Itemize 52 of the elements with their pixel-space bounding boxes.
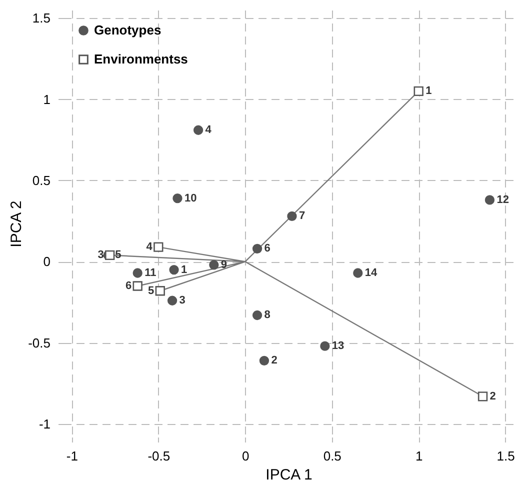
- x-tick-label: 1.5: [496, 448, 515, 464]
- annotation: 4: [205, 124, 212, 136]
- point: [414, 86, 424, 96]
- point: [155, 286, 165, 296]
- annotation: 14: [364, 267, 378, 280]
- y-tick-label: 0.5: [32, 172, 50, 188]
- point: [154, 242, 164, 252]
- annotation: 1: [426, 85, 432, 98]
- legend-label: Environmentss: [94, 52, 188, 66]
- point: [252, 310, 262, 320]
- annotation: 5: [148, 284, 154, 297]
- x-tick-label: 1: [415, 448, 423, 464]
- point: [478, 392, 488, 402]
- annotation: 8: [264, 309, 270, 322]
- y-axis-title: IPCA 2: [8, 200, 26, 248]
- point: [209, 260, 219, 270]
- y-tick-label: -1: [38, 416, 50, 432]
- annotation: 10: [184, 192, 197, 204]
- x-tick-label: -0.5: [148, 448, 170, 464]
- point: [353, 268, 363, 278]
- annotation: 7: [298, 210, 306, 222]
- annotation: 6: [125, 280, 132, 292]
- x-tick-label: 0.5: [323, 448, 342, 464]
- annotation: 3: [98, 249, 104, 262]
- point: [132, 268, 142, 278]
- annotation: 2: [271, 354, 278, 367]
- point: [167, 296, 178, 306]
- y-tick-label: 1.5: [32, 10, 50, 26]
- annotation: 11: [144, 267, 156, 280]
- annotation: 6: [264, 242, 270, 255]
- y-tick-label: 1: [43, 92, 50, 107]
- x-axis-title: IPCA 1: [266, 466, 312, 484]
- annotation: 2: [490, 390, 496, 402]
- point: [169, 264, 179, 275]
- point: [287, 211, 297, 222]
- point: [484, 195, 495, 205]
- y-tick-label: -0.5: [28, 335, 50, 350]
- point: [320, 341, 330, 351]
- point: [252, 244, 262, 254]
- annotation: 3: [179, 294, 186, 307]
- y-tick-label: 0: [43, 254, 50, 270]
- point: [132, 281, 142, 291]
- point: [259, 356, 270, 366]
- x-tick-label: -1: [66, 448, 78, 464]
- legend-label: Genotypes: [94, 22, 162, 38]
- annotation: 12: [496, 194, 509, 206]
- annotation: 1: [181, 264, 188, 276]
- annotation: 13: [332, 340, 344, 352]
- point: [193, 125, 204, 135]
- annotation: 4: [146, 241, 154, 254]
- point: [172, 194, 182, 204]
- x-tick-label: 0: [242, 448, 250, 464]
